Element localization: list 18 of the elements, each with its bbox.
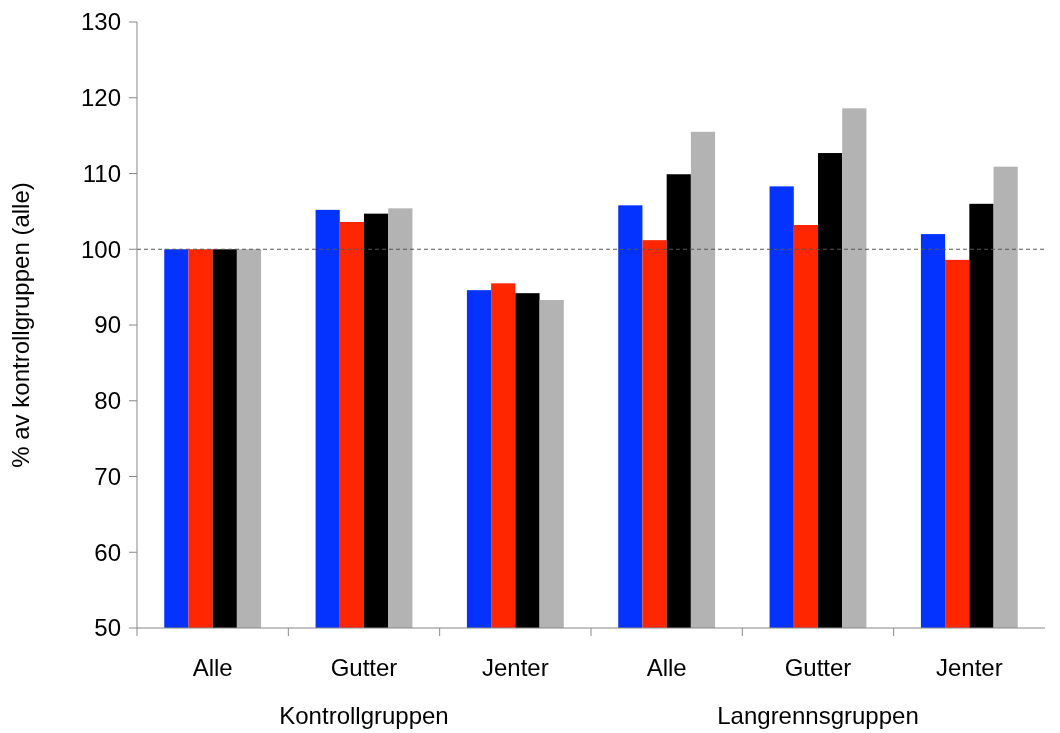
- y-tick-label: 110: [82, 159, 121, 187]
- x-tick-label: Alle: [192, 654, 233, 681]
- x-tick-label: Jenter: [935, 654, 1003, 681]
- x-tick-label: Gutter: [784, 654, 852, 681]
- x-tick-label: Gutter: [330, 654, 398, 681]
- y-tick-label: 80: [94, 387, 121, 415]
- x-tick-label: Jenter: [481, 654, 549, 681]
- y-axis-title: % av kontrollgruppen (alle): [7, 182, 34, 468]
- y-tick-label: 90: [94, 311, 121, 339]
- y-tick-label: 120: [80, 84, 121, 112]
- y-tick-label: 70: [94, 462, 121, 490]
- y-tick-label: 60: [94, 538, 121, 566]
- y-tick-label: 50: [94, 614, 121, 642]
- text: Kontrollgruppen: [279, 702, 449, 729]
- y-tick-label: 130: [80, 8, 121, 36]
- text: Langrennsgruppen: [717, 702, 919, 729]
- x-tick-label: Alle: [646, 654, 687, 681]
- y-tick-label: 100: [80, 235, 121, 263]
